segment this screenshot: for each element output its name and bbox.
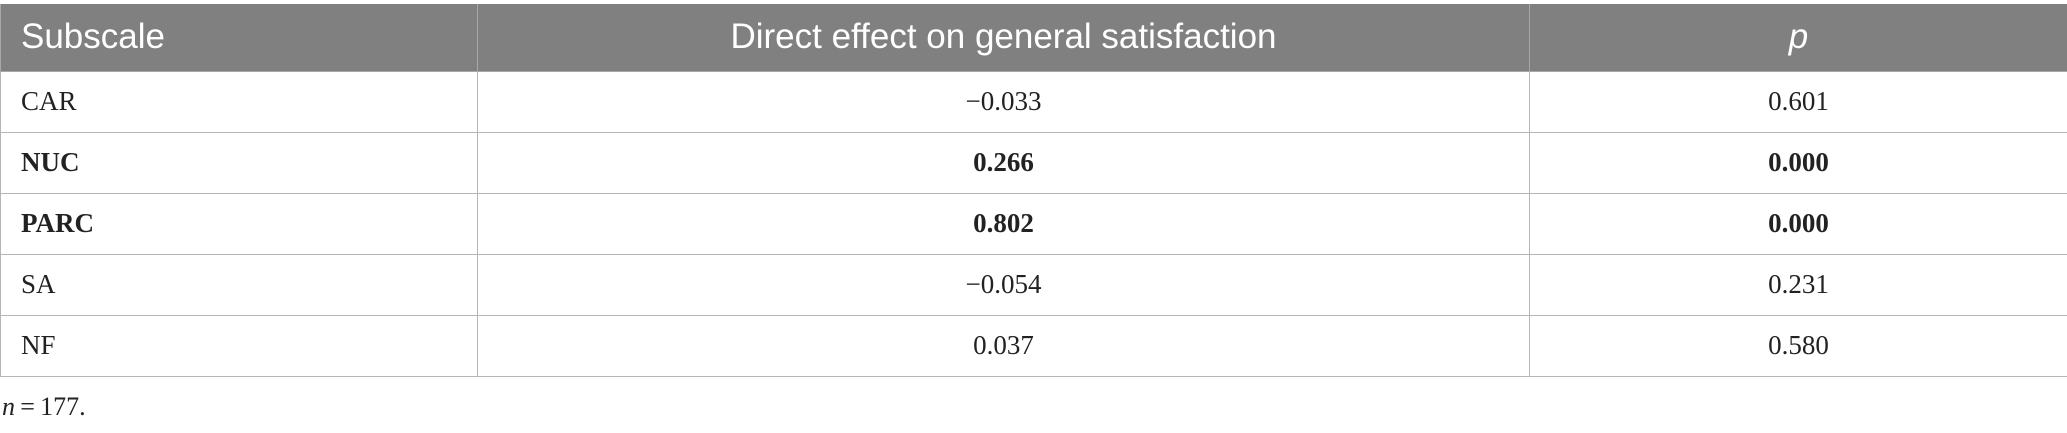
- footnote-variable: n: [2, 392, 15, 421]
- table-row: NF 0.037 0.580: [0, 314, 2067, 377]
- cell-p: 0.601: [1529, 70, 2067, 133]
- table-header-row: Subscale Direct effect on general satisf…: [0, 4, 2067, 72]
- cell-p: 0.580: [1529, 314, 2067, 377]
- table-row: NUC 0.266 0.000: [0, 131, 2067, 194]
- footnote-text: = 177.: [15, 392, 86, 421]
- cell-subscale: SA: [0, 253, 478, 316]
- cell-subscale: NUC: [0, 131, 478, 194]
- results-table-container: Subscale Direct effect on general satisf…: [0, 4, 2067, 377]
- header-subscale: Subscale: [0, 4, 478, 72]
- cell-effect: 0.037: [477, 314, 1530, 377]
- results-table: Subscale Direct effect on general satisf…: [0, 4, 2067, 377]
- cell-subscale: NF: [0, 314, 478, 377]
- cell-effect: −0.054: [477, 253, 1530, 316]
- cell-effect: 0.266: [477, 131, 1530, 194]
- cell-subscale: CAR: [0, 70, 478, 133]
- cell-effect: 0.802: [477, 192, 1530, 255]
- table-footnote: n = 177.: [2, 392, 86, 422]
- table-row: SA −0.054 0.231: [0, 253, 2067, 316]
- header-direct-effect: Direct effect on general satisfaction: [477, 4, 1530, 72]
- header-p-value: p: [1529, 4, 2067, 72]
- cell-p: 0.000: [1529, 131, 2067, 194]
- table-row: CAR −0.033 0.601: [0, 70, 2067, 133]
- table-row: PARC 0.802 0.000: [0, 192, 2067, 255]
- cell-subscale: PARC: [0, 192, 478, 255]
- cell-p: 0.231: [1529, 253, 2067, 316]
- cell-p: 0.000: [1529, 192, 2067, 255]
- cell-effect: −0.033: [477, 70, 1530, 133]
